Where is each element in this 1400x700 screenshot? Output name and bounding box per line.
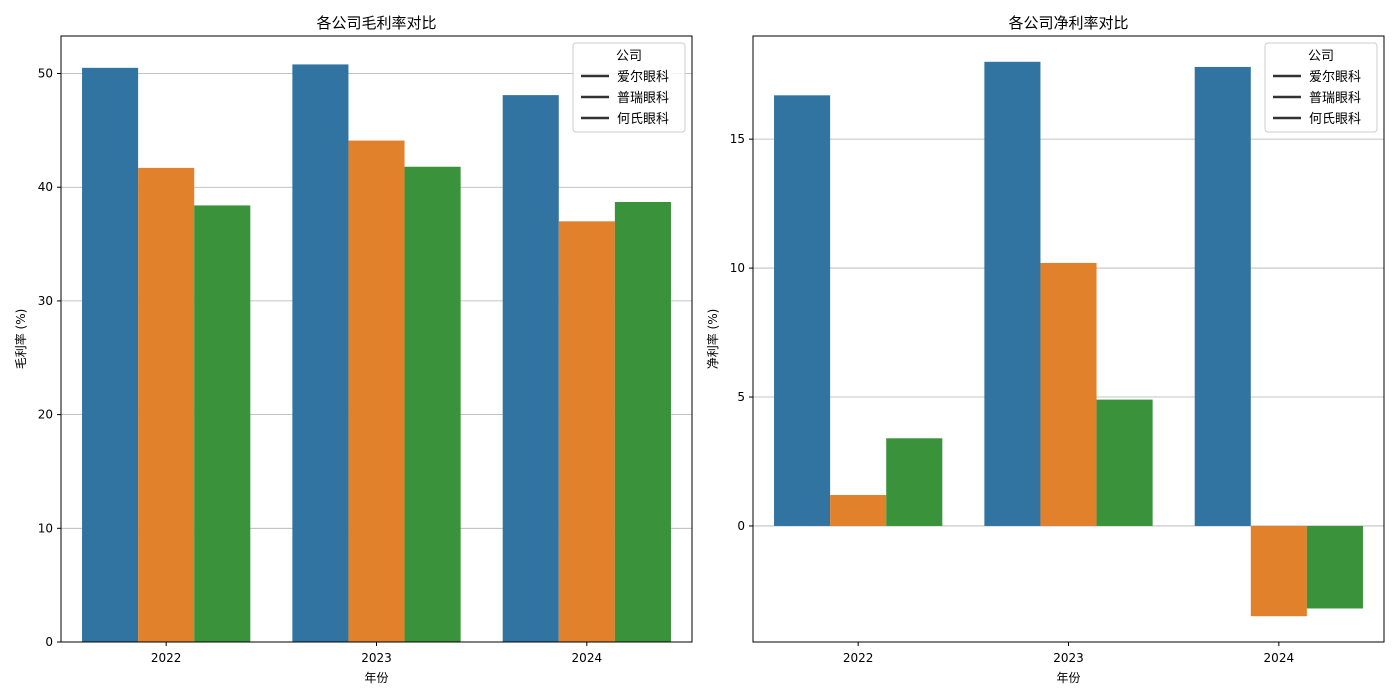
bar-爱尔眼科-2024[interactable] [1194,66,1251,526]
y-axis-label: 净利率 (%) [705,309,720,370]
bar-普瑞眼科-2022[interactable] [138,167,195,642]
chart-title: 各公司净利率对比 [1008,14,1128,32]
x-tick-label: 2023 [1053,651,1084,665]
bar-普瑞眼科-2024[interactable] [558,221,615,642]
bar-爱尔眼科-2023[interactable] [292,64,349,642]
y-tick-label: 20 [38,408,53,422]
y-tick-label: 15 [730,132,745,146]
y-axis-label: 毛利率 (%) [13,309,28,370]
bar-普瑞眼科-2024[interactable] [1250,525,1307,617]
legend-entry: 何氏眼科 [1309,111,1361,127]
bar-爱尔眼科-2022[interactable] [774,95,831,526]
legend-title: 公司 [616,49,642,64]
x-tick-label: 2024 [1264,651,1295,665]
bar-何氏眼科-2022[interactable] [886,438,943,526]
bar-何氏眼科-2023[interactable] [404,166,461,642]
chart-title: 各公司毛利率对比 [316,14,436,32]
bar-爱尔眼科-2022[interactable] [82,67,139,642]
y-tick-label: 0 [737,519,745,533]
legend-entry: 爱尔眼科 [1309,70,1361,85]
bar-爱尔眼科-2024[interactable] [502,95,559,642]
y-tick-label: 0 [45,635,53,649]
legend-box [572,42,686,133]
legend-entry: 何氏眼科 [617,111,669,127]
bar-爱尔眼科-2023[interactable] [984,61,1041,526]
y-tick-label: 10 [730,261,745,275]
bar-何氏眼科-2022[interactable] [194,205,251,642]
bar-普瑞眼科-2023[interactable] [348,140,405,642]
x-axis-label: 年份 [364,671,388,685]
x-axis-label: 年份 [1056,671,1080,685]
y-tick-label: 50 [38,67,53,81]
x-tick-label: 2022 [843,651,874,665]
x-tick-label: 2024 [572,651,603,665]
legend-entry: 普瑞眼科 [1309,91,1361,106]
legend-entry: 爱尔眼科 [617,70,669,85]
y-tick-label: 40 [38,180,53,194]
bar-何氏眼科-2023[interactable] [1096,399,1153,526]
y-tick-label: 5 [737,390,745,404]
bar-普瑞眼科-2022[interactable] [830,495,887,526]
legend-entry: 普瑞眼科 [617,91,669,106]
legend-box [1264,42,1378,133]
bar-普瑞眼科-2023[interactable] [1040,262,1097,526]
x-tick-label: 2022 [151,651,182,665]
legend-title: 公司 [1308,49,1334,64]
x-tick-label: 2023 [361,651,392,665]
y-tick-label: 10 [38,521,53,535]
bar-何氏眼科-2024[interactable] [614,201,671,642]
y-tick-label: 30 [38,294,53,308]
bar-何氏眼科-2024[interactable] [1306,525,1363,609]
